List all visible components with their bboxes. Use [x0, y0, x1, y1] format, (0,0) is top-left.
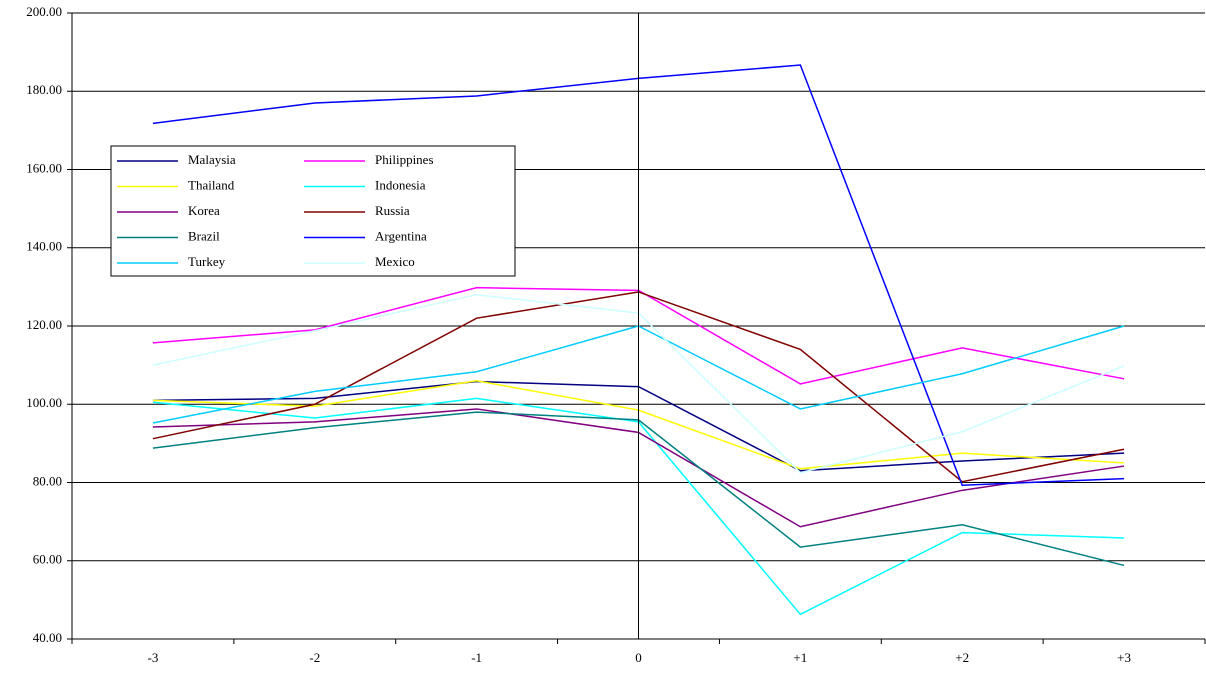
- legend-label: Philippines: [375, 152, 434, 167]
- y-tick-label: 80.00: [33, 473, 62, 488]
- legend-label: Brazil: [188, 228, 220, 243]
- x-tick-label: -1: [471, 650, 482, 665]
- y-tick-label: 200.00: [26, 4, 62, 19]
- x-tick-label: -3: [148, 650, 159, 665]
- legend-box: [110, 145, 516, 277]
- legend-label: Argentina: [375, 228, 427, 243]
- y-tick-label: 60.00: [33, 552, 62, 567]
- legend-label: Malaysia: [188, 152, 236, 167]
- legend-label: Indonesia: [375, 177, 426, 192]
- x-tick-label: +3: [1117, 650, 1131, 665]
- y-tick-label: 180.00: [26, 82, 62, 97]
- x-tick-label: -2: [309, 650, 320, 665]
- y-tick-label: 120.00: [26, 317, 62, 332]
- legend-label: Korea: [188, 203, 220, 218]
- x-tick-label: +1: [793, 650, 807, 665]
- x-tick-label: +2: [955, 650, 969, 665]
- y-tick-label: 160.00: [26, 160, 62, 175]
- y-tick-label: 100.00: [26, 395, 62, 410]
- x-tick-label: 0: [635, 650, 642, 665]
- legend-label: Mexico: [375, 254, 415, 269]
- axes: 40.00 60.00 80.00 100.00 120.00 140.00 160.00 1…: [26, 4, 1206, 665]
- legend-label: Turkey: [188, 254, 226, 269]
- legend-label: Russia: [375, 203, 410, 218]
- y-tick-label: 140.00: [26, 239, 62, 254]
- legend-label: Thailand: [188, 177, 235, 192]
- y-tick-label: 40.00: [33, 630, 62, 645]
- legend: Malaysia Philippines Thailand Indonesia Kore…: [110, 145, 516, 277]
